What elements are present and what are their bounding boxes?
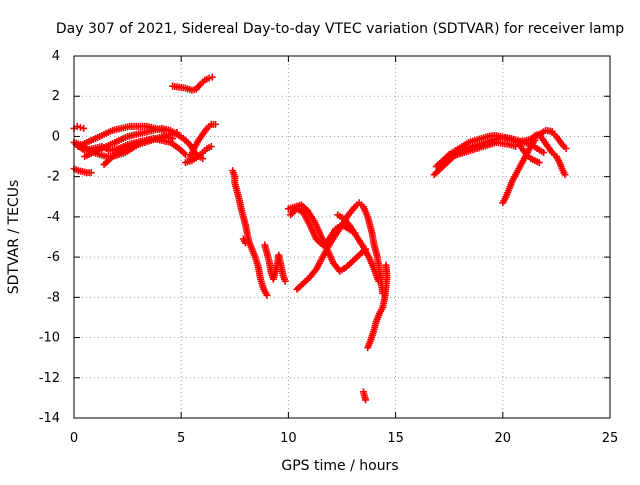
y-tick-label: -12 [39,371,60,386]
data-layer [70,73,570,404]
y-tick-label: -10 [39,331,60,346]
plot-frame [73,55,611,419]
data-point [263,291,271,299]
x-tick-label: 10 [280,431,297,446]
tick-layer: 0 5 10 15 20 25 -14 -12 -10 -8 -6 -4 -2 0 2 4 [39,49,619,446]
data-point [374,277,382,285]
data-point [205,74,213,82]
data-point [362,396,370,404]
data-point [181,151,189,159]
grid-layer [74,56,610,418]
x-tick-label: 15 [387,431,404,446]
data-point [208,73,216,81]
y-tick-label: 2 [52,89,60,104]
y-tick-label: -2 [47,170,60,185]
x-tick-label: 0 [70,431,78,446]
data-point [199,155,207,163]
x-tick-label: 5 [177,431,185,446]
data-point [76,123,84,131]
y-axis-title: SDTVAR / TECUs [6,180,22,295]
y-tick-label: -14 [39,411,60,426]
y-tick-label: -4 [47,210,60,225]
y-tick-label: -8 [47,290,60,305]
data-point [561,171,569,179]
data-point [382,261,390,269]
data-point [535,159,543,167]
data-point [169,134,177,142]
data-point [80,124,88,132]
x-tick-label: 20 [495,431,512,446]
x-tick-label: 25 [602,431,619,446]
data-point [212,120,220,128]
data-point [87,169,95,177]
data-point [242,239,250,247]
y-tick-label: 4 [52,49,60,64]
y-tick-label: -6 [47,250,60,265]
data-point [540,149,548,157]
data-point [281,277,289,285]
data-point [562,145,570,153]
chart-title: Day 307 of 2021, Sidereal Day-to-day VTE… [56,21,624,37]
data-point [207,143,215,150]
x-axis-title: GPS time / hours [281,458,398,474]
data-point [73,122,81,130]
y-tick-label: 0 [52,129,60,144]
